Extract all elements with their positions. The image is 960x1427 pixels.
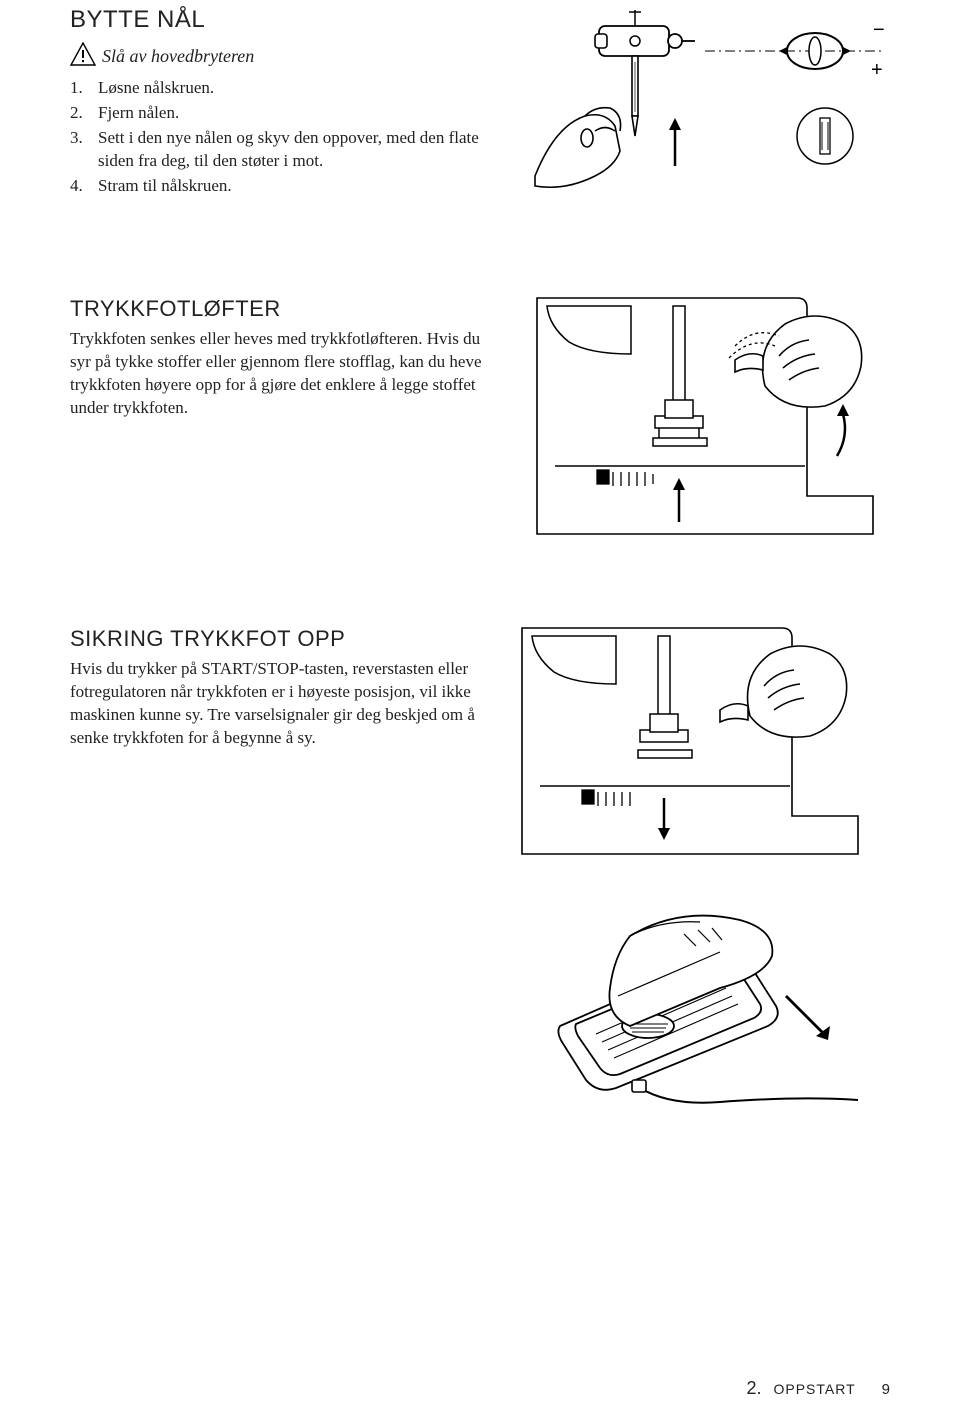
body-sikring: Hvis du trykker på START/STOP-tasten, re… [70,658,490,750]
section-sikring: SIKRING TRYKKFOT OPP Hvis du trykker på … [70,626,890,1116]
text-column-1: BYTTE NÅL Slå av hovedbryteren Løsne nål… [70,6,490,226]
footer-label: OPPSTART [773,1381,855,1397]
page-footer: 2. OPPSTART 9 [746,1378,890,1399]
heading-sikring: SIKRING TRYKKFOT OPP [70,626,490,652]
heading-bytte-nal: BYTTE NÅL [70,6,490,34]
text-column-2: TRYKKFOTLØFTER Trykkfoten senkes eller h… [70,296,490,536]
warning-text: Slå av hovedbryteren [102,46,254,67]
step-4: Stram til nålskruen. [70,175,490,198]
svg-text:+: + [871,59,883,81]
illustration-sikring [520,626,890,1116]
step-3: Sett i den nye nålen og skyv den oppover… [70,127,490,173]
illustration-lifter [520,296,890,536]
steps-list: Løsne nålskruen. Fjern nålen. Sett i den… [70,77,490,198]
step-2: Fjern nålen. [70,102,490,125]
section-trykkfotlofter: TRYKKFOTLØFTER Trykkfoten senkes eller h… [70,296,890,536]
section-bytte-nal: BYTTE NÅL Slå av hovedbryteren Løsne nål… [70,0,890,226]
text-column-3: SIKRING TRYKKFOT OPP Hvis du trykker på … [70,626,490,1116]
heading-trykkfotlofter: TRYKKFOTLØFTER [70,296,490,322]
step-1: Løsne nålskruen. [70,77,490,100]
svg-text:−: − [873,19,885,41]
body-trykkfotlofter: Trykkfoten senkes eller heves med trykkf… [70,328,490,420]
warning-icon [70,42,96,71]
warning-row: Slå av hovedbryteren [70,42,490,71]
footer-chapter: 2. [746,1378,761,1399]
footer-page: 9 [882,1381,890,1398]
illustration-needle: − + [520,6,890,226]
